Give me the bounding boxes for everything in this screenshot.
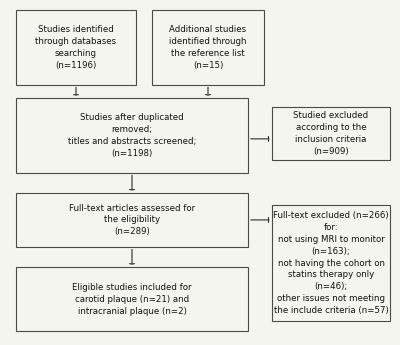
Text: Eligible studies included for
carotid plaque (n=21) and
intracranial plaque (n=2: Eligible studies included for carotid pl… (72, 283, 192, 316)
FancyBboxPatch shape (272, 107, 390, 160)
FancyBboxPatch shape (16, 10, 136, 85)
Text: Studied excluded
according to the
inclusion criteria
(n=909): Studied excluded according to the inclus… (294, 111, 368, 156)
FancyBboxPatch shape (272, 205, 390, 321)
FancyBboxPatch shape (16, 98, 248, 172)
FancyBboxPatch shape (16, 193, 248, 247)
FancyBboxPatch shape (152, 10, 264, 85)
Text: Studies identified
through databases
searching
(n=1196): Studies identified through databases sea… (36, 25, 116, 70)
FancyBboxPatch shape (16, 267, 248, 331)
Text: Studies after duplicated
removed;
titles and abstracts screened;
(n=1198): Studies after duplicated removed; titles… (68, 113, 196, 158)
Text: Full-text articles assessed for
the eligibility
(n=289): Full-text articles assessed for the elig… (69, 204, 195, 236)
Text: Additional studies
identified through
the reference list
(n=15): Additional studies identified through th… (169, 25, 247, 70)
Text: Full-text excluded (n=266)
for:
not using MRI to monitor
(n=163);
not having the: Full-text excluded (n=266) for: not usin… (273, 211, 389, 315)
